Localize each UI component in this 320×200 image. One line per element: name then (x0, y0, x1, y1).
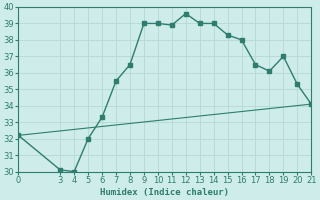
X-axis label: Humidex (Indice chaleur): Humidex (Indice chaleur) (100, 188, 229, 197)
